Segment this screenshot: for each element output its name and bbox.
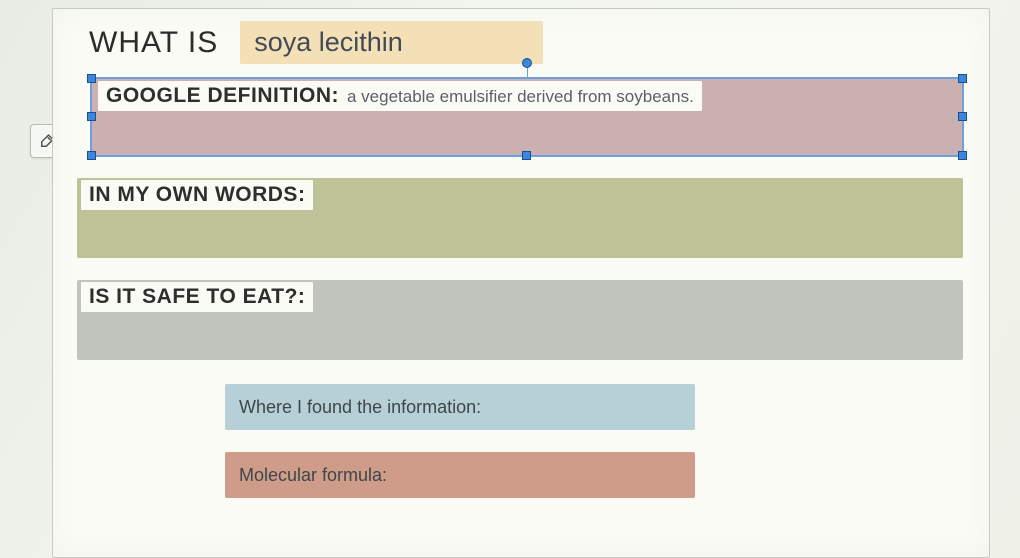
molecular-formula-label: Molecular formula: bbox=[239, 465, 387, 486]
resize-handle-bm[interactable] bbox=[522, 151, 531, 160]
resize-handle-mr[interactable] bbox=[958, 112, 967, 121]
source-info-label: Where I found the information: bbox=[239, 397, 481, 418]
definition-textbox-selected[interactable]: GOOGLE DEFINITION: a vegetable emulsifie… bbox=[91, 78, 963, 156]
title-value: soya lecithin bbox=[254, 27, 403, 57]
safe-to-eat-textbox[interactable]: IS IT SAFE TO EAT?: bbox=[77, 280, 963, 360]
title-value-box[interactable]: soya lecithin bbox=[240, 21, 543, 64]
worksheet-page: WHAT IS soya lecithin GOOGLE DEFINITION:… bbox=[52, 8, 990, 558]
molecular-formula-bar[interactable]: Molecular formula: bbox=[225, 452, 695, 498]
definition-text: a vegetable emulsifier derived from soyb… bbox=[347, 87, 694, 107]
own-words-label-chip: IN MY OWN WORDS: bbox=[81, 180, 313, 210]
definition-label: GOOGLE DEFINITION: bbox=[106, 84, 339, 108]
resize-handle-bl[interactable] bbox=[87, 151, 96, 160]
rotation-handle[interactable] bbox=[522, 58, 532, 68]
title-label: WHAT IS bbox=[89, 26, 218, 60]
definition-textbox[interactable]: GOOGLE DEFINITION: a vegetable emulsifie… bbox=[91, 78, 963, 156]
own-words-textbox[interactable]: IN MY OWN WORDS: bbox=[77, 178, 963, 258]
resize-handle-tr[interactable] bbox=[958, 74, 967, 83]
resize-handle-ml[interactable] bbox=[87, 112, 96, 121]
definition-label-chip: GOOGLE DEFINITION: a vegetable emulsifie… bbox=[98, 81, 702, 111]
resize-handle-br[interactable] bbox=[958, 151, 967, 160]
own-words-label: IN MY OWN WORDS: bbox=[89, 183, 305, 206]
resize-handle-tl[interactable] bbox=[87, 74, 96, 83]
safe-label-chip: IS IT SAFE TO EAT?: bbox=[81, 282, 313, 312]
source-info-bar[interactable]: Where I found the information: bbox=[225, 384, 695, 430]
safe-label: IS IT SAFE TO EAT?: bbox=[89, 285, 305, 308]
